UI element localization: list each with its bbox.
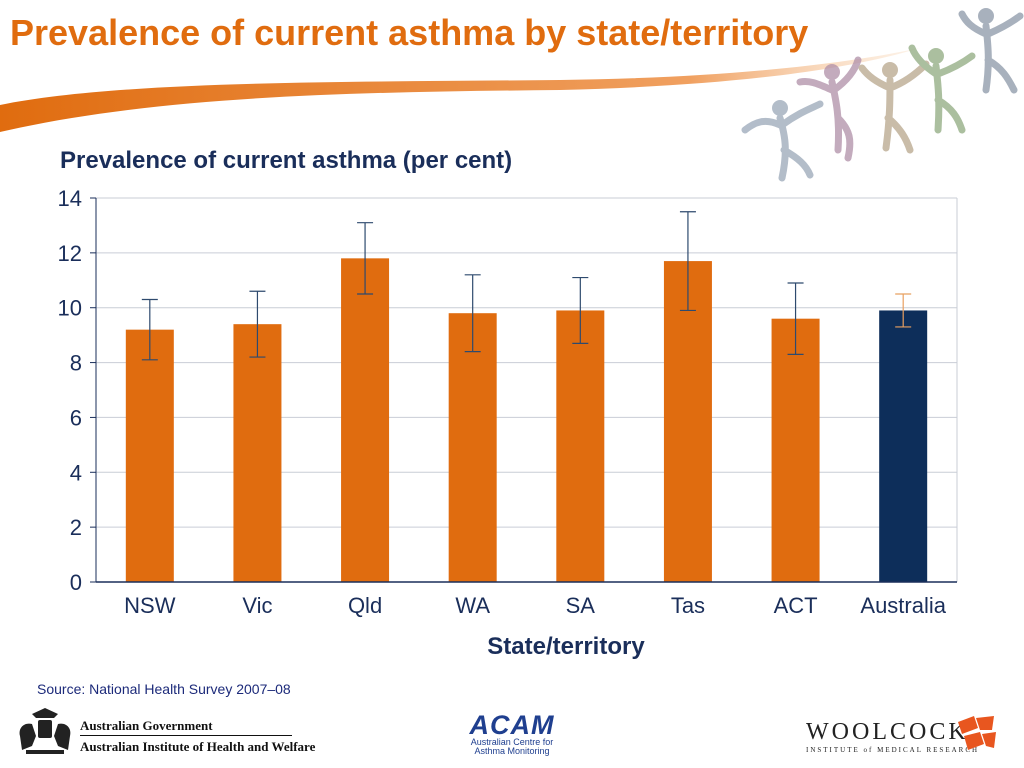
gov-logo-line1: Australian Government [80, 718, 213, 733]
title-swoosh-decoration [0, 48, 920, 132]
acam-subtitle-line1: Australian Centre for [470, 737, 554, 747]
coat-of-arms-icon [19, 708, 71, 754]
error-bars [141, 211, 912, 361]
woolcock-logo: WOOLCOCK INSTITUTE of MEDICAL RESEARCH [806, 720, 979, 754]
y-tick-label: 8 [70, 351, 82, 376]
grid-lines [96, 197, 958, 582]
x-tick-label: Australia [860, 593, 946, 618]
woolcock-wordmark: WOOLCOCK [806, 719, 969, 745]
x-tick-label: WA [455, 593, 490, 618]
asthma-bar-chart: Prevalence of current asthma (per cent) … [58, 147, 958, 660]
chart-title: Prevalence of current asthma (per cent) [60, 147, 512, 174]
acam-subtitle-line2: Asthma Monitoring [474, 746, 550, 756]
x-tick-label: Tas [671, 593, 705, 618]
y-tick-label: 0 [70, 570, 82, 595]
x-tick-label: SA [566, 593, 596, 618]
x-tick-label: Vic [242, 593, 272, 618]
bar-tas [663, 261, 712, 582]
gov-logo-divider [80, 735, 292, 736]
source-note: Source: National Health Survey 2007–08 [37, 681, 291, 697]
bar-nsw [125, 329, 174, 582]
bar-qld [341, 258, 390, 582]
bar-act [771, 318, 820, 582]
gov-logo-line2: Australian Institute of Health and Welfa… [80, 739, 316, 754]
y-tick-label: 4 [70, 460, 82, 485]
y-tick-label: 12 [58, 241, 82, 266]
x-axis-ticks: NSW Vic Qld WA SA Tas ACT Australia [124, 593, 947, 618]
y-tick-label: 10 [58, 296, 82, 321]
x-tick-label: Qld [348, 593, 382, 618]
woolcock-subtitle: INSTITUTE of MEDICAL RESEARCH [806, 746, 980, 754]
bar-sa [556, 310, 605, 582]
x-axis-label: State/territory [487, 633, 645, 660]
x-tick-label: ACT [774, 593, 818, 618]
y-axis-ticks: 0 2 4 6 8 10 12 14 [58, 186, 96, 595]
y-tick-label: 2 [70, 515, 82, 540]
bar-australia [879, 310, 928, 582]
bar-vic [233, 324, 282, 582]
bars [125, 258, 928, 582]
y-tick-label: 14 [58, 186, 82, 211]
x-tick-label: NSW [124, 593, 176, 618]
acam-logo: ACAM Australian Centre for Asthma Monito… [462, 712, 562, 756]
people-figures-decoration [741, 8, 1024, 182]
woolcock-mark-icon [958, 716, 996, 750]
bar-wa [448, 313, 497, 582]
acam-wordmark: ACAM [469, 710, 555, 740]
y-tick-label: 6 [70, 405, 82, 430]
slide-title: Prevalence of current asthma by state/te… [10, 12, 809, 53]
